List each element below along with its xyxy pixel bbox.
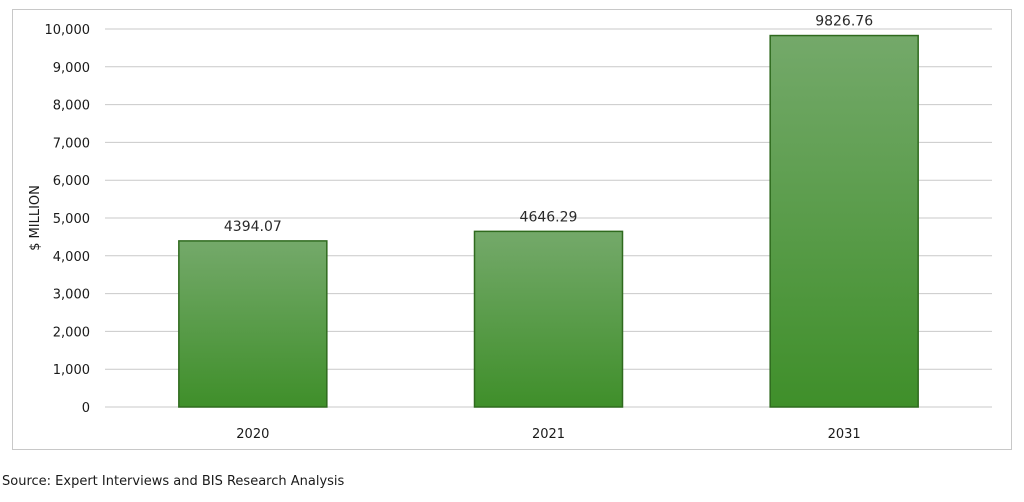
y-tick-label: 2,000 <box>53 325 90 340</box>
y-tick-label: 7,000 <box>53 136 90 151</box>
y-tick-label: 5,000 <box>53 212 90 227</box>
bar-chart: 0 1,000 2,000 3,000 4,000 5,000 6,000 7,000 8,00… <box>28 14 992 442</box>
x-tick-label-2031: 2031 <box>828 427 861 442</box>
y-tick-label: 10,000 <box>45 23 91 38</box>
data-label-2021: 4646.29 <box>520 209 578 225</box>
y-tick-label: 6,000 <box>53 174 90 189</box>
data-label-2020: 4394.07 <box>224 219 282 235</box>
y-axis-title: $ MILLION <box>28 185 43 251</box>
y-tick-label: 9,000 <box>53 61 90 76</box>
y-tick-label: 3,000 <box>53 288 90 303</box>
y-tick-label: 1,000 <box>53 363 90 378</box>
bars <box>178 34 919 408</box>
bar-2020 <box>178 240 328 408</box>
x-tick-label-2021: 2021 <box>532 427 565 442</box>
x-tick-label-2020: 2020 <box>236 427 269 442</box>
data-label-2031: 9826.76 <box>815 14 873 30</box>
y-tick-label: 8,000 <box>53 99 90 114</box>
bar-2031 <box>769 34 919 408</box>
bar-2021 <box>473 230 624 408</box>
source-note: Source: Expert Interviews and BIS Resear… <box>2 474 345 489</box>
y-tick-label: 0 <box>82 401 90 416</box>
data-labels: 4394.07 4646.29 9826.76 <box>224 14 873 235</box>
y-axis-ticks: 0 1,000 2,000 3,000 4,000 5,000 6,000 7,000 8,00… <box>45 23 91 416</box>
y-tick-label: 4,000 <box>53 250 90 265</box>
x-axis-ticks: 2020 2021 2031 <box>236 427 860 442</box>
